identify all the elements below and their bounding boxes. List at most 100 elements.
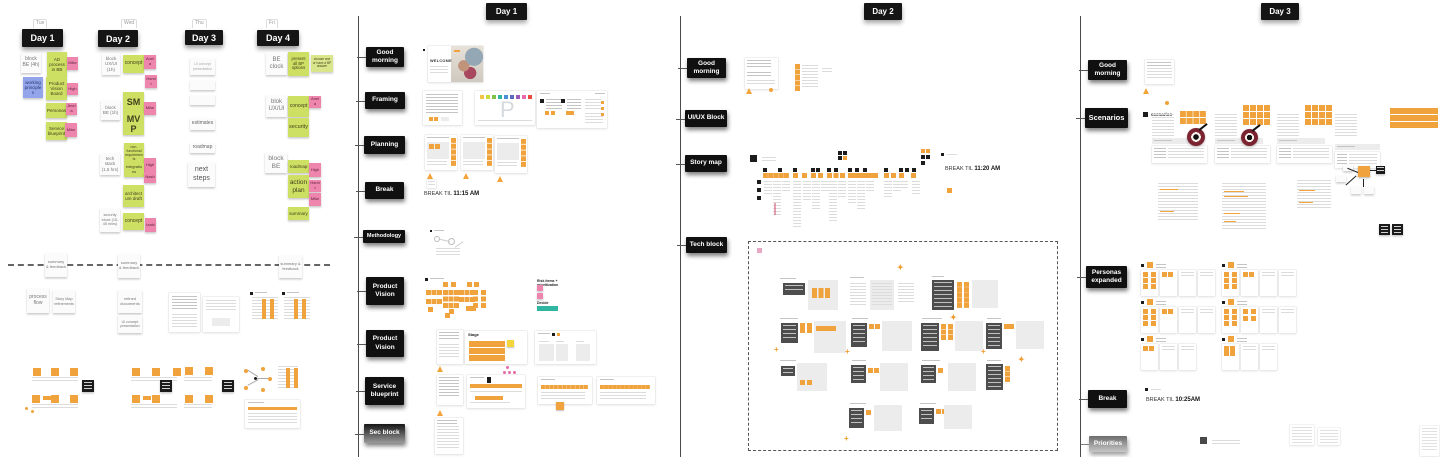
scenario-table[interactable] (1277, 146, 1332, 163)
persona-card[interactable] (1279, 270, 1296, 296)
epic-note[interactable] (757, 180, 761, 184)
target-icon[interactable] (1241, 129, 1258, 146)
note-process-flow[interactable]: process flow (27, 288, 49, 313)
warning-triangle-icon[interactable] (437, 410, 443, 416)
epic-note[interactable] (757, 196, 761, 200)
document-card[interactable] (1420, 426, 1439, 456)
sticky-cluster[interactable] (1243, 105, 1270, 125)
epic-note[interactable] (757, 188, 761, 192)
label-product-vision[interactable]: Product Vision (357, 277, 404, 305)
planning-card[interactable] (461, 135, 493, 170)
label-uiux-block[interactable]: UI/UX Block (676, 110, 727, 127)
timeline-card[interactable] (538, 377, 592, 404)
note-nash[interactable]: Nash (144, 172, 156, 183)
sticky-note-orange[interactable] (152, 368, 160, 376)
note-hamit[interactable]: Hamit (309, 180, 321, 192)
sticky-cluster[interactable] (302, 299, 306, 319)
epic-note[interactable] (912, 168, 916, 172)
sticky-note-orange[interactable] (843, 156, 847, 160)
label-tech-block[interactable]: Tech block (677, 237, 727, 253)
sticky-cluster[interactable] (1305, 105, 1332, 125)
label-good-morning[interactable]: Good morning (1079, 60, 1127, 80)
dark-spec-block[interactable] (781, 366, 795, 376)
day2-title[interactable]: Day 2 (864, 3, 902, 20)
note-concept[interactable]: concept (123, 213, 144, 230)
epic-note[interactable] (816, 168, 820, 172)
document-card[interactable] (745, 58, 778, 89)
palette-card[interactable]: P (475, 91, 535, 125)
story-row[interactable] (884, 173, 896, 178)
note-block-be-1h[interactable]: block BE (1h) (101, 100, 120, 120)
dark-spec-block[interactable] (851, 323, 867, 347)
sticky-note-orange[interactable] (152, 395, 160, 403)
label-good-morning[interactable]: Good morning (678, 58, 726, 78)
document-card[interactable] (245, 400, 300, 428)
yellow-note[interactable] (507, 340, 514, 347)
note-be-clock[interactable]: BE clock (266, 52, 287, 75)
note-action-plan[interactable]: action plan (288, 175, 309, 198)
epic-note[interactable] (843, 151, 847, 155)
planning-card[interactable] (495, 136, 527, 173)
sticky-grid[interactable] (868, 368, 879, 374)
sticky-grid[interactable] (941, 324, 953, 340)
epic-note[interactable] (855, 168, 859, 172)
note-high[interactable]: High (309, 163, 321, 177)
break-text[interactable]: BREAK TIL 11:15 AM (424, 191, 479, 197)
persona-card[interactable] (1260, 344, 1277, 370)
sticky-note-orange[interactable] (947, 188, 952, 193)
sticky-note-orange[interactable] (921, 149, 925, 153)
label-break[interactable]: Break (356, 182, 404, 199)
sticky-note-orange[interactable] (173, 368, 181, 376)
sticky-grid[interactable] (1004, 324, 1014, 332)
epic-note[interactable] (838, 156, 842, 160)
sticky-note-orange[interactable] (33, 368, 41, 376)
sticky-note-orange[interactable] (866, 410, 871, 415)
note-ui-concept[interactable]: UI concept presentation (190, 58, 215, 75)
pink-note[interactable] (537, 285, 543, 291)
sticky-cluster[interactable] (294, 368, 298, 388)
document-card[interactable] (423, 91, 462, 125)
target-icon[interactable] (1187, 128, 1205, 146)
epic-note[interactable] (863, 168, 867, 172)
label-good-morning[interactable]: Good morning (357, 47, 404, 67)
sticky-note-orange[interactable] (205, 395, 213, 403)
black-note[interactable] (222, 380, 234, 392)
note-concept[interactable]: concept (123, 55, 144, 73)
note-roadmap[interactable]: roadmap (288, 160, 309, 173)
story-row[interactable] (811, 173, 823, 178)
story-row[interactable] (899, 173, 907, 178)
persona-card[interactable] (1198, 307, 1215, 333)
sticky-note-orange[interactable] (70, 395, 78, 403)
persona-card[interactable] (1222, 270, 1239, 296)
story-row[interactable] (793, 173, 807, 178)
note-block-be-4h[interactable]: block BE (4h) (21, 53, 41, 73)
note-choose-bp[interactable]: choose one or have a BP answer (311, 55, 333, 72)
note-summary[interactable]: summary (288, 207, 309, 220)
day4-column-header[interactable]: Day 4 (257, 30, 299, 46)
label-priorities[interactable]: Priorities (1080, 436, 1127, 452)
note-integrations[interactable]: integrations (124, 163, 144, 177)
warning-triangle-icon[interactable] (497, 176, 503, 182)
note-personas[interactable]: Personas (46, 103, 67, 118)
persona-card[interactable] (1241, 270, 1258, 296)
persona-card[interactable] (1279, 307, 1296, 333)
note-nonfunctional[interactable]: non-functional requirements (124, 143, 144, 163)
mini-doc[interactable] (427, 180, 436, 188)
epic-note[interactable] (827, 168, 831, 172)
note-mike[interactable]: Mike (144, 102, 156, 115)
story-row[interactable] (848, 173, 878, 178)
note-anela[interactable]: Anela (66, 103, 77, 115)
note-estimates[interactable]: estimates (190, 118, 215, 130)
note-summary-feedback[interactable]: summary & feedback (118, 254, 140, 278)
persona-card[interactable] (1141, 307, 1158, 333)
orange-dot[interactable] (1165, 101, 1169, 105)
label-break[interactable]: Break (1079, 390, 1127, 408)
black-note[interactable] (82, 380, 94, 392)
label-planning[interactable]: Planning (355, 136, 405, 154)
note-concept[interactable]: concept (288, 96, 309, 117)
epic-note[interactable] (793, 168, 797, 172)
tab-tue[interactable]: Tue (33, 19, 48, 28)
document-card[interactable] (537, 91, 607, 128)
sticky-note-orange[interactable] (32, 395, 40, 403)
epic-note[interactable] (838, 151, 842, 155)
